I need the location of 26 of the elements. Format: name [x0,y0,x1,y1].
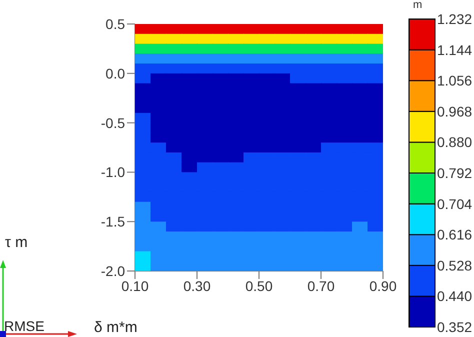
x-tick-label: 0.30 [183,278,211,294]
color-bar-label: 0.704 [437,196,472,212]
color-bar-label: 0.440 [437,288,472,304]
x-tick-label: 0.70 [307,278,335,294]
color-bar-label: 0.616 [437,226,472,243]
color-bar-label: 0.968 [437,103,472,120]
color-bar-label: 1.144 [437,42,472,58]
y-tick-label: -1.0 [100,164,126,180]
x-tick-label: 0.10 [121,278,149,294]
color-bar-label: 0.528 [437,257,472,274]
y-tick-label: 0.0 [106,65,126,82]
y-tick-label: -2.0 [100,262,126,279]
x-tick-label: 0.50 [245,278,273,294]
y-tick-label: 0.5 [106,16,126,32]
color-bar-label: 0.352 [437,319,472,335]
x-tick-label: 0.90 [369,278,397,294]
text: RMSE [4,318,44,334]
y-axis-title: τ m [5,234,28,251]
y-tick-label: -1.5 [100,214,126,230]
color-bar-label: 1.056 [437,72,472,89]
color-bar-title: m [413,0,422,11]
color-bar-label: 0.880 [437,134,472,150]
y-tick-label: -0.5 [100,114,126,131]
color-bar-label: 0.792 [437,165,472,181]
x-axis-title: δ m*m [94,319,138,336]
color-bar-label: 1.232 [437,11,472,27]
